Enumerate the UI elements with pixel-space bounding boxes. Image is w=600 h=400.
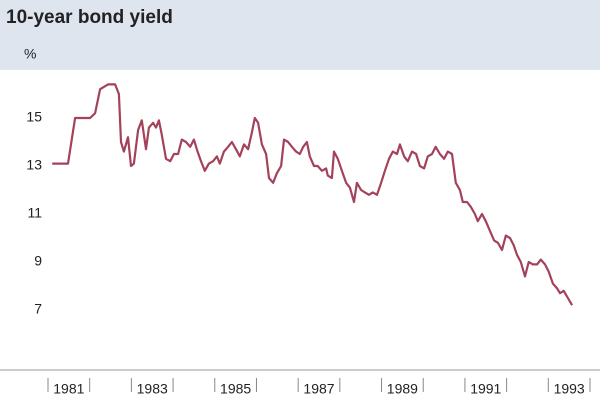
x-tick-label: 1987 [303, 381, 334, 397]
x-tick-label: 1993 [554, 381, 585, 397]
chart-title: 10-year bond yield [6, 7, 173, 28]
y-tick-label: 9 [34, 253, 42, 269]
y-tick-label: 11 [27, 205, 42, 221]
line-series [52, 83, 574, 306]
x-tick-label: 1981 [53, 381, 84, 397]
x-tick-label: 1991 [470, 381, 501, 397]
y-tick-label: 15 [26, 109, 42, 125]
x-tick-label: 1989 [387, 381, 418, 397]
y-axis-label: % [24, 46, 36, 62]
x-tick-label: 1985 [220, 381, 251, 397]
header-band [0, 0, 600, 70]
y-tick-label: 13 [26, 157, 42, 173]
x-tick-label: 1983 [137, 381, 168, 397]
y-tick-label: 7 [34, 301, 42, 317]
